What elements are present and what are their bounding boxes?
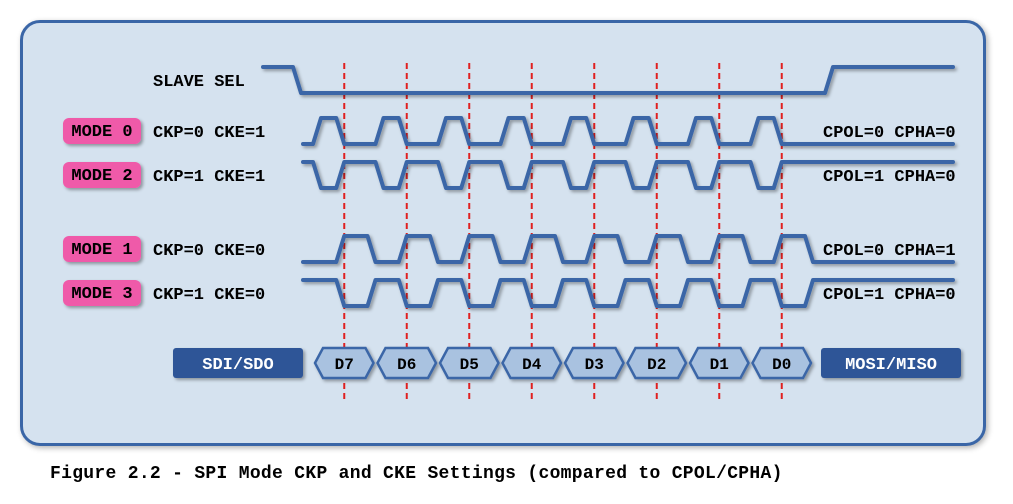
data-bit-label: D0 (772, 356, 791, 374)
mode-left-label: CKP=1 CKE=0 (153, 286, 265, 305)
mode-badge-text: MODE 0 (71, 123, 132, 142)
figure-caption: Figure 2.2 - SPI Mode CKP and CKE Settin… (50, 464, 993, 484)
mode-badge-text: MODE 3 (71, 285, 132, 304)
data-bit-label: D4 (522, 356, 542, 374)
slave-sel-label: SLAVE SEL (153, 73, 245, 92)
data-bit-label: D1 (710, 356, 729, 374)
slave-sel-wave (263, 67, 953, 93)
mode-right-label: CPOL=1 CPHA=0 (823, 286, 956, 305)
mode-right-label: CPOL=0 CPHA=1 (823, 242, 956, 261)
data-bit-label: D3 (585, 356, 604, 374)
mode-left-label: CKP=1 CKE=1 (153, 168, 265, 187)
data-bit-label: D7 (335, 356, 354, 374)
mode-left-label: CKP=0 CKE=0 (153, 242, 265, 261)
mode-right-label: CPOL=0 CPHA=0 (823, 124, 956, 143)
mode-left-label: CKP=0 CKE=1 (153, 124, 265, 143)
data-bit-label: D5 (460, 356, 479, 374)
data-bit-label: D6 (397, 356, 416, 374)
mode-badge-text: MODE 1 (71, 241, 132, 260)
mosi-miso-text: MOSI/MISO (845, 356, 937, 375)
mode-badge-text: MODE 2 (71, 167, 132, 186)
figure-container: SLAVE SEL MODE 0 CKP=0 CKE=1 CPOL=0 CPHA=0 M… (20, 20, 993, 484)
timing-svg: SLAVE SEL MODE 0 CKP=0 CKE=1 CPOL=0 CPHA=0 M… (23, 23, 983, 443)
sdi-sdo-text: SDI/SDO (202, 356, 273, 375)
data-bit-label: D2 (647, 356, 666, 374)
mode-right-label: CPOL=1 CPHA=0 (823, 168, 956, 187)
timing-panel: SLAVE SEL MODE 0 CKP=0 CKE=1 CPOL=0 CPHA=0 M… (20, 20, 986, 446)
